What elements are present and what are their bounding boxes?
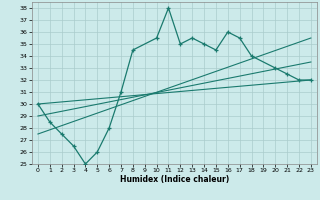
X-axis label: Humidex (Indice chaleur): Humidex (Indice chaleur) [120,175,229,184]
